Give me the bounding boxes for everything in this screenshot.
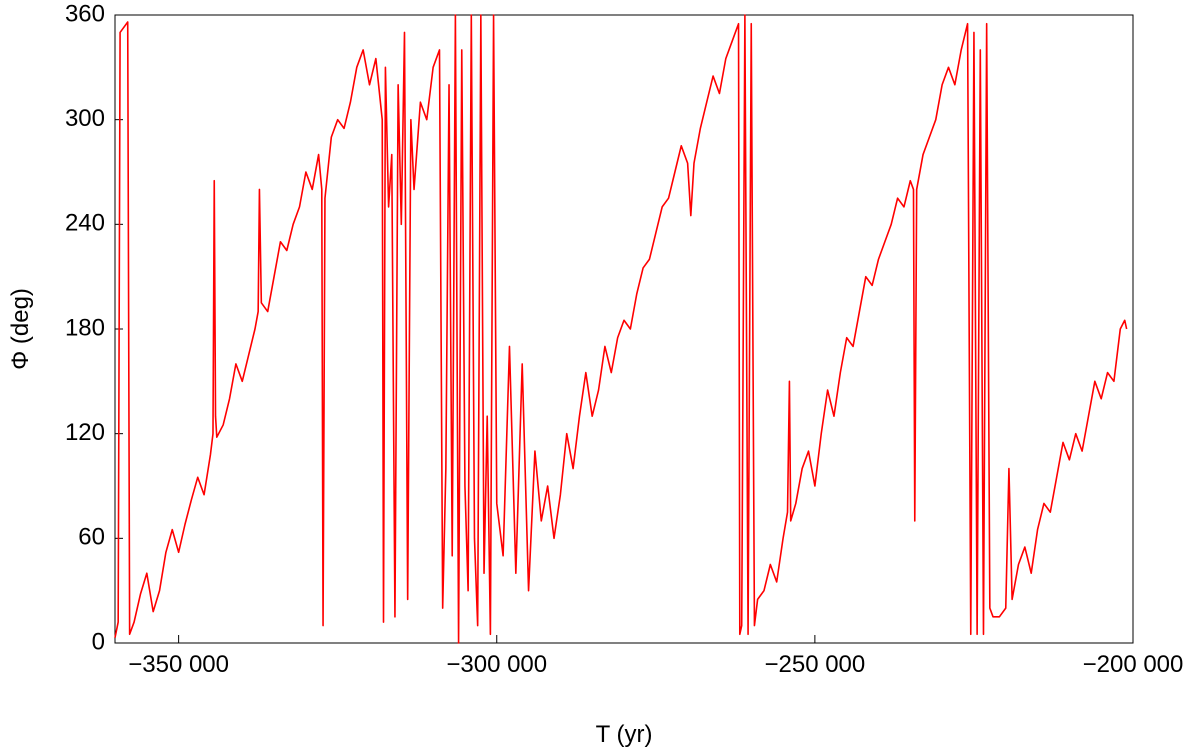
y-tick-label: 60 bbox=[78, 524, 105, 551]
y-tick-label: 300 bbox=[65, 105, 105, 132]
x-tick-label: −300 000 bbox=[446, 651, 547, 678]
x-tick-label: −350 000 bbox=[128, 651, 229, 678]
y-axis-label: Φ (deg) bbox=[7, 288, 34, 370]
x-axis-label: T (yr) bbox=[596, 721, 653, 748]
data-line bbox=[114, 14, 1128, 644]
y-tick-label: 0 bbox=[92, 628, 105, 655]
y-tick-label: 360 bbox=[65, 0, 105, 27]
y-tick-label: 240 bbox=[65, 210, 105, 237]
y-tick-label: 180 bbox=[65, 314, 105, 341]
y-tick-label: 120 bbox=[65, 419, 105, 446]
x-tick-label: −200 000 bbox=[1083, 651, 1184, 678]
x-tick-label: −250 000 bbox=[764, 651, 865, 678]
